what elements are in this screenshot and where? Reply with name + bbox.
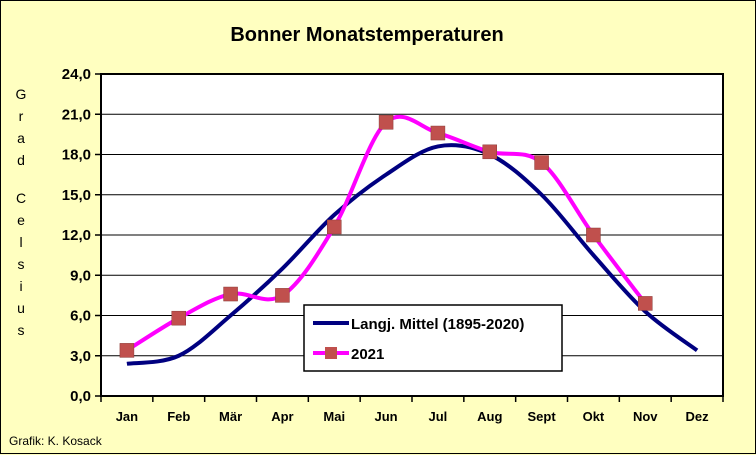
y-label-letter: i <box>19 278 22 294</box>
y-label-letter: s <box>18 256 25 272</box>
data-point <box>482 144 497 160</box>
y-label-letter: l <box>19 234 22 250</box>
chart-title: Bonner Monatstemperaturen <box>230 24 503 46</box>
y-tick-label: 21,0 <box>62 106 91 123</box>
x-axis-ticks: Jan Feb Mär Apr Mai Jun Jul Aug Sept Okt Nov Dez <box>100 396 724 424</box>
x-tick-label: Aug <box>477 409 502 424</box>
x-tick-label: Dez <box>686 409 710 424</box>
legend-box <box>303 304 563 372</box>
y-axis-ticks: 0,0 3,0 6,0 9,0 12,0 15,0 18,0 21,0 24,0 <box>62 66 101 405</box>
y-tick-label: 18,0 <box>62 147 91 164</box>
y-label-letter: G <box>16 86 27 102</box>
data-point <box>534 155 549 170</box>
data-point <box>378 115 394 130</box>
y-tick-label: 6,0 <box>70 308 91 325</box>
data-point <box>223 286 238 302</box>
data-point <box>275 288 290 303</box>
data-point <box>430 125 446 141</box>
x-tick-label: Jan <box>116 409 138 424</box>
series-line-0 <box>126 143 699 366</box>
y-label-letter: e <box>17 212 25 228</box>
data-point <box>171 310 186 326</box>
x-tick-label: Apr <box>271 409 293 424</box>
gridlines <box>101 113 723 357</box>
y-tick-label: 0,0 <box>70 388 91 405</box>
x-tick-label: Jun <box>375 409 398 424</box>
series-layer <box>119 114 699 366</box>
y-tick-label: 15,0 <box>62 187 91 204</box>
y-label-letter: d <box>17 152 25 168</box>
x-tick-label: Feb <box>167 409 190 424</box>
legend-marker-2021 <box>325 347 337 359</box>
y-label-letter: C <box>16 190 26 206</box>
y-tick-label: 24,0 <box>62 66 91 83</box>
x-tick-label: Sept <box>527 409 556 424</box>
y-tick-label: 12,0 <box>62 227 91 244</box>
x-tick-label: Jul <box>429 409 448 424</box>
data-point <box>586 227 601 243</box>
y-label-letter: a <box>17 130 25 146</box>
credit-text: Grafik: K. Kosack <box>9 434 103 448</box>
x-tick-label: Mär <box>219 409 242 424</box>
y-label-letter: s <box>18 322 25 338</box>
data-point <box>638 296 653 311</box>
y-tick-label: 9,0 <box>70 267 91 284</box>
x-tick-label: Okt <box>583 409 605 424</box>
x-tick-label: Nov <box>633 409 658 424</box>
data-point <box>327 219 342 235</box>
x-tick-label: Mai <box>323 409 345 424</box>
data-point <box>119 343 135 358</box>
y-label-letter: u <box>17 300 25 316</box>
y-tick-label: 3,0 <box>70 348 91 365</box>
y-label-letter: r <box>19 108 24 124</box>
legend-label-2021: 2021 <box>351 346 384 363</box>
legend: Langj. Mittel (1895-2020) 2021 <box>303 304 563 372</box>
legend-label-mittel: Langj. Mittel (1895-2020) <box>351 316 524 333</box>
